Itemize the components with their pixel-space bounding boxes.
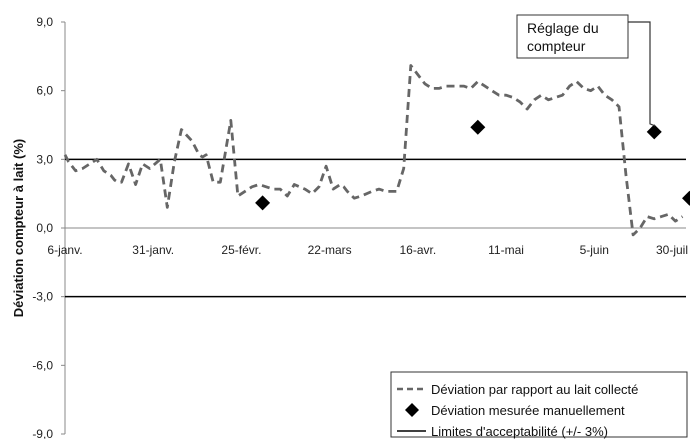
x-tick-label: 25-févr. — [221, 243, 261, 257]
legend-item-collected: Déviation par rapport au lait collecté — [431, 382, 638, 397]
manual-deviation-marker — [682, 190, 690, 206]
y-axis: 9,0 6,0 3,0 0,0 -3,0 -6,0 -9,0 — [32, 15, 66, 439]
legend-item-manual: Déviation mesurée manuellement — [431, 403, 625, 418]
annotation-line-2: compteur — [527, 38, 586, 54]
x-tick-label: 11-mai — [488, 243, 524, 257]
y-tick-label: 9,0 — [36, 15, 53, 29]
x-tick-label: 16-avr. — [399, 243, 436, 257]
x-tick-label: 5-juin — [580, 243, 609, 257]
x-tick-label: 31-janv. — [132, 243, 174, 257]
x-tick-label: 22-mars — [308, 243, 352, 257]
collected-milk-deviation-series — [63, 64, 684, 237]
y-tick-labels: 9,0 6,0 3,0 0,0 -3,0 -6,0 -9,0 — [32, 15, 65, 439]
x-tick-label: 30-juil — [656, 243, 688, 257]
annotation-box — [516, 14, 629, 59]
annotation-line-1: Réglage du — [527, 20, 599, 36]
y-tick-label: 0,0 — [36, 221, 53, 235]
legend: Déviation par rapport au lait collecté D… — [390, 371, 688, 439]
y-tick-label: -6,0 — [32, 358, 53, 372]
y-tick-label: -9,0 — [32, 427, 53, 439]
y-tick-label: 6,0 — [36, 84, 53, 98]
annotation: Réglage du compteur — [516, 14, 656, 127]
manual-deviation-marker — [255, 195, 271, 211]
y-tick-label: 3,0 — [36, 152, 53, 166]
y-axis-label: Déviation compteur à lait (%) — [11, 139, 26, 317]
series-line-collected — [63, 64, 684, 237]
acceptability-limit-lines — [65, 158, 686, 298]
manual-deviation-markers — [255, 119, 690, 211]
legend-box — [390, 371, 688, 438]
x-tick-labels: 6-janv. 31-janv. 25-févr. 22-mars 16-avr. 11-… — [47, 243, 688, 257]
legend-item-limits: Limites d'acceptabilité (+/- 3%) — [431, 424, 608, 439]
manual-deviation-marker — [470, 119, 486, 135]
x-axis: 6-janv. 31-janv. 25-févr. 22-mars 16-avr. 11-… — [47, 227, 688, 257]
legend-diamond-swatch — [405, 403, 419, 417]
manual-deviation-marker — [646, 124, 662, 140]
x-tick-label: 6-janv. — [47, 243, 82, 257]
y-tick-label: -3,0 — [32, 290, 53, 304]
annotation-leader-line — [628, 21, 656, 127]
